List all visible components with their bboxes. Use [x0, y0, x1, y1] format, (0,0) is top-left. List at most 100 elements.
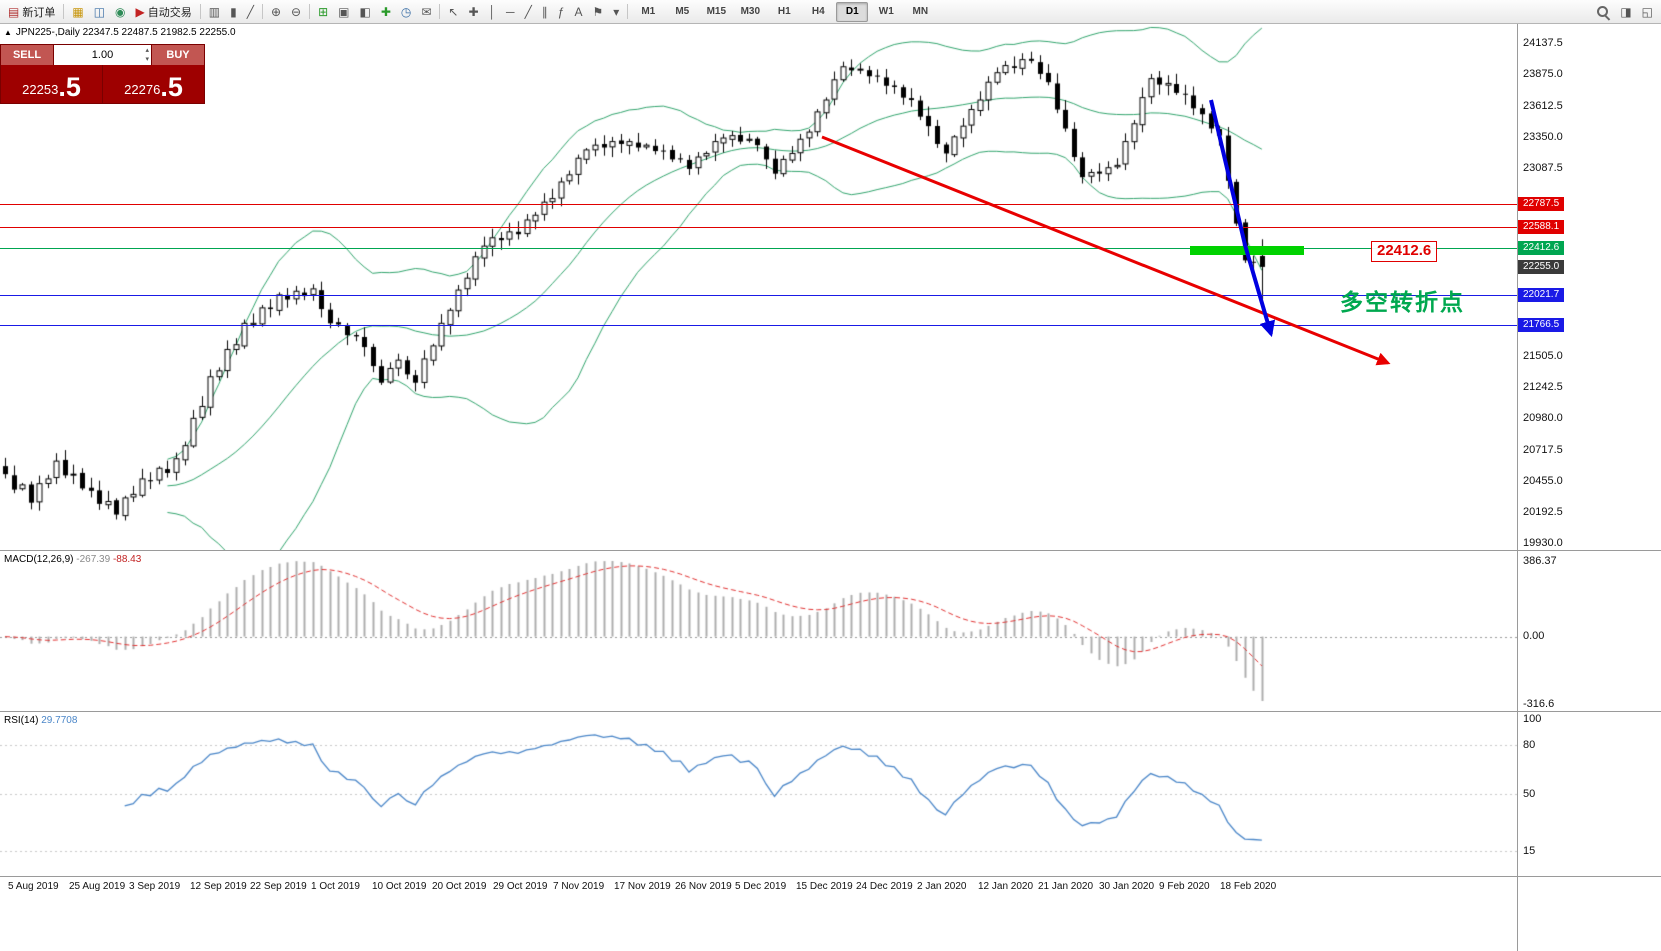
profile-icon: ◫ [93, 4, 106, 19]
date-axis-label: 5 Dec 2019 [735, 881, 787, 892]
timeframe-w1-button[interactable]: W1 [878, 6, 894, 17]
frame-icon: ◱ [1641, 4, 1653, 19]
hline-22787.5[interactable] [0, 204, 1517, 205]
macd-axis-label: 0.00 [1523, 630, 1545, 642]
macd-panel[interactable] [0, 551, 1517, 711]
data-window-button[interactable]: ◉ [110, 1, 130, 23]
zoom-out-icon: ⊖ [291, 4, 302, 19]
price-axis-label: 20455.0 [1523, 475, 1563, 487]
volume-field[interactable]: 1.00 ▴ ▾ [53, 45, 152, 65]
timeframe-m5-button[interactable]: M5 [675, 6, 690, 17]
label-button[interactable]: ⚑ [588, 1, 609, 23]
horizontal-line-button[interactable]: ─ [501, 1, 520, 23]
price-axis[interactable]: 24137.5 23875.0 23612.5 23350.0 23087.5 21505… [1517, 24, 1661, 951]
timeframe-h4-button[interactable]: H4 [811, 6, 825, 17]
rsi-axis-label: 50 [1523, 788, 1536, 800]
line-chart-icon: ╱ [246, 4, 254, 19]
new-chart-button[interactable]: ✚ [376, 1, 396, 23]
date-axis-label: 5 Aug 2019 [8, 881, 59, 892]
chart-shift-button[interactable]: ◨ [1615, 1, 1636, 23]
panel-separator[interactable] [0, 550, 1661, 551]
bars-chart-icon: ▥ [208, 4, 221, 19]
one-click-trading-widget: SELL 1.00 ▴ ▾ BUY 22253.5 22276.5 [0, 44, 205, 104]
trendline-button[interactable]: ╱ [520, 1, 537, 23]
flag-icon: ⚑ [592, 4, 604, 19]
bar-chart-button[interactable]: ▥ [204, 1, 225, 23]
channel-icon: ∥ [541, 4, 548, 19]
text-button[interactable]: A [569, 1, 587, 23]
new-order-button[interactable]: ▤ 新订单 [3, 1, 60, 23]
date-axis-label: 12 Jan 2020 [978, 881, 1034, 892]
collapse-icon[interactable]: ▲ [4, 28, 12, 37]
price-tag-21766.5: 21766.5 [1518, 318, 1565, 332]
hline-22588.1[interactable] [0, 227, 1517, 228]
price-tag-22021.7: 22021.7 [1518, 288, 1565, 302]
search-button[interactable] [1591, 1, 1615, 23]
price-callout[interactable]: 22412.6 [1371, 241, 1438, 262]
autotrade-button[interactable]: ▶ 自动交易 [131, 1, 197, 23]
timeframe-mn-button[interactable]: MN [912, 6, 929, 17]
vertical-line-icon: │ [488, 4, 497, 19]
timeframe-d1-button[interactable]: D1 [836, 1, 869, 22]
navigator-button[interactable]: ◫ [89, 1, 110, 23]
rsi-panel[interactable] [0, 712, 1517, 875]
panel-separator[interactable] [0, 876, 1661, 877]
trendline-icon: ╱ [524, 4, 532, 19]
fibonacci-button[interactable]: ƒ [553, 1, 570, 23]
zoom-in-icon: ⊕ [270, 4, 281, 19]
timeframe-m15-button[interactable]: M15 [706, 6, 727, 17]
zoom-in-button[interactable]: ⊕ [266, 1, 286, 23]
horizontal-line-icon: ─ [506, 4, 515, 19]
sell-price[interactable]: 22253.5 [1, 65, 103, 103]
date-axis-label: 24 Dec 2019 [856, 881, 913, 892]
timeframe-h1-button[interactable]: H1 [777, 6, 791, 17]
toolbar-separator [627, 4, 629, 19]
panel-separator[interactable] [0, 711, 1661, 712]
shapes-button[interactable]: ▾ [608, 1, 624, 23]
sell-button[interactable]: SELL [1, 45, 53, 65]
search-icon [1596, 5, 1610, 19]
rsi-value: 29.7708 [41, 715, 78, 726]
hline-22412.6[interactable] [0, 248, 1517, 249]
buy-button[interactable]: BUY [152, 45, 204, 65]
line-chart-button[interactable]: ╱ [242, 1, 259, 23]
tile-windows-button[interactable]: ▣ [333, 1, 354, 23]
cascade-windows-button[interactable]: ◧ [354, 1, 375, 23]
globe-icon: ◉ [115, 4, 126, 19]
timeframe-m30-button[interactable]: M30 [740, 6, 761, 17]
candlestick-chart[interactable] [0, 24, 1517, 550]
cursor-icon: ↖ [448, 4, 459, 19]
vertical-line-button[interactable]: │ [484, 1, 502, 23]
fullscreen-button[interactable]: ◱ [1637, 1, 1658, 23]
rsi-axis-label: 80 [1523, 739, 1536, 751]
turning-point-note[interactable]: 多空转折点 [1340, 289, 1465, 315]
buy-price[interactable]: 22276.5 [103, 65, 204, 103]
toolbar: ▤ 新订单 ▦ ◫ ◉ ▶ 自动交易 ▥ ▮ ╱ ⊕ ⊖ ⊞ ▣ ◧ ✚ ◷ ✉ ↖ ✚ │ ─ ╱ ∥ ƒ A ⚑ ▾ M1 M5 M15… [0, 0, 1661, 24]
date-axis-label: 18 Feb 2020 [1220, 881, 1277, 892]
market-watch-button[interactable]: ▦ [67, 1, 88, 23]
hline-21766.5[interactable] [0, 325, 1517, 326]
price-axis-label: 23350.0 [1523, 131, 1563, 143]
macd-axis-label: 386.37 [1523, 555, 1557, 567]
cursor-button[interactable]: ↖ [443, 1, 463, 23]
volume-down-button[interactable]: ▾ [145, 56, 149, 63]
autotrade-button-label: 自动交易 [147, 6, 192, 19]
symbol-ohlc-label: ▲ JPN225-,Daily 22347.5 22487.5 21982.5 … [4, 27, 236, 38]
date-axis-label: 25 Aug 2019 [69, 881, 126, 892]
mail-icon: ✉ [421, 4, 432, 19]
date-axis-label: 1 Oct 2019 [311, 881, 360, 892]
candlestick-button[interactable]: ▮ [225, 1, 242, 23]
zoom-out-button[interactable]: ⊖ [286, 1, 306, 23]
price-axis-label: 24137.5 [1523, 37, 1563, 49]
hline-22021.7[interactable] [0, 295, 1517, 296]
panel-icon: ◨ [1620, 4, 1632, 19]
date-axis[interactable]: 5 Aug 2019 25 Aug 2019 3 Sep 2019 12 Sep 20… [0, 877, 1517, 951]
auto-arrange-button[interactable]: ⊞ [313, 1, 333, 23]
channel-button[interactable]: ∥ [537, 1, 553, 23]
timeframe-m1-button[interactable]: M1 [641, 6, 656, 17]
book-icon: ▦ [72, 4, 84, 19]
alerts-button[interactable]: ✉ [416, 1, 436, 23]
volume-up-button[interactable]: ▴ [145, 47, 149, 54]
crosshair-button[interactable]: ✚ [463, 1, 483, 23]
period-button[interactable]: ◷ [396, 1, 416, 23]
